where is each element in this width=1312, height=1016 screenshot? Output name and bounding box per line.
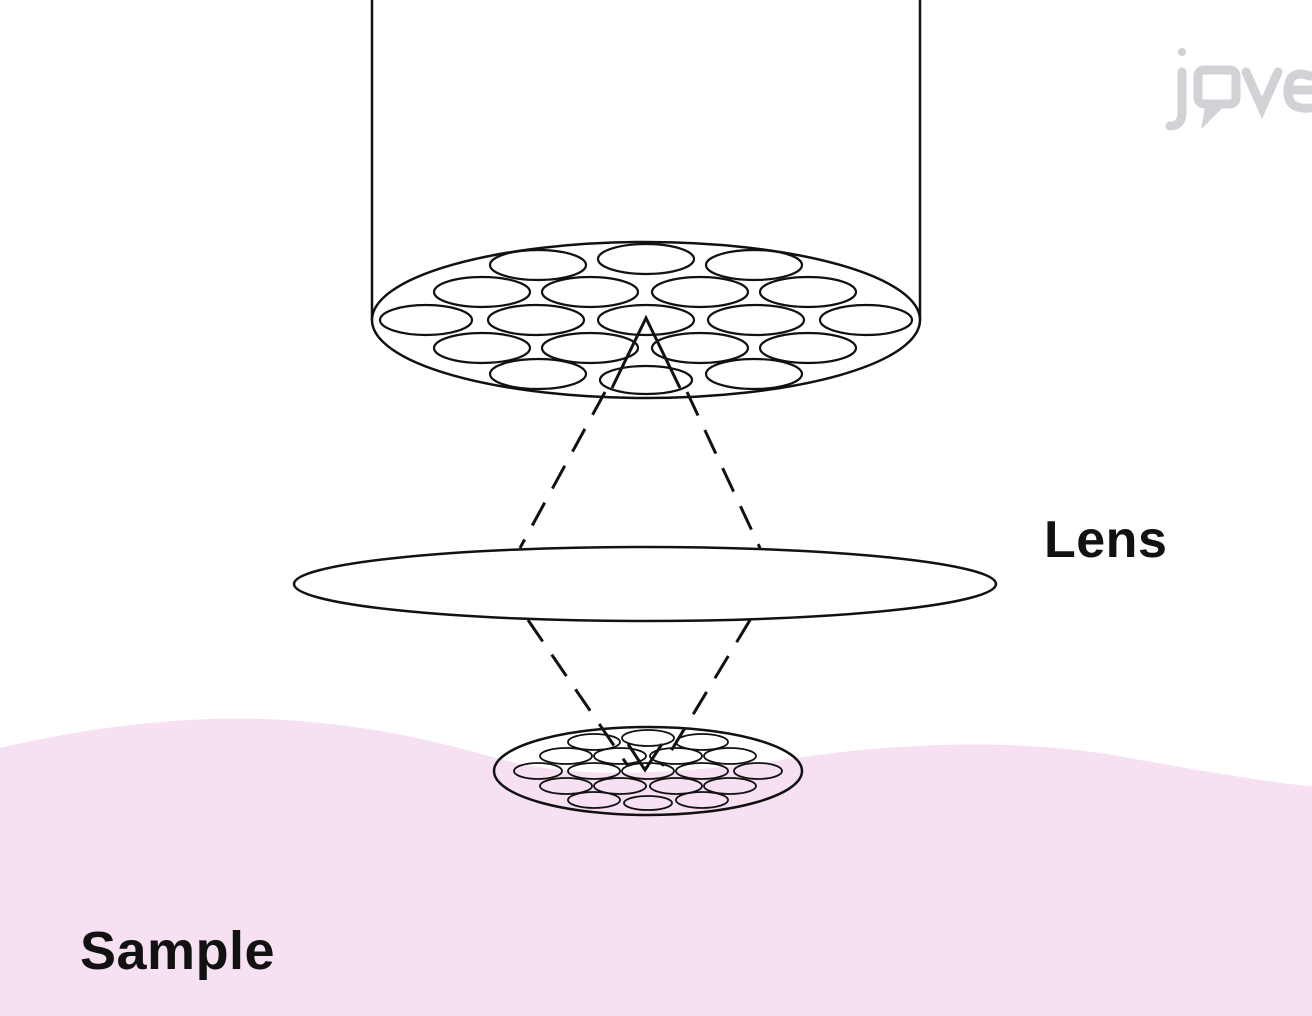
fiber-bundle-icon — [370, 0, 922, 400]
fiber-core — [378, 303, 474, 337]
sample-label: Sample — [80, 921, 276, 981]
fiber-core — [818, 303, 914, 337]
ray-right-upper — [685, 391, 762, 549]
fiber-core — [704, 248, 804, 282]
spot-fiber — [567, 762, 621, 780]
focus-point — [626, 743, 664, 773]
lens-label: Lens — [1044, 511, 1168, 569]
spot-fiber — [593, 777, 647, 795]
spot-fiber — [567, 791, 621, 809]
spot-fiber — [623, 795, 673, 811]
fiber-core — [758, 275, 858, 309]
fiber-core — [540, 275, 640, 309]
spot-fiber — [649, 747, 703, 765]
spot-fiber — [513, 762, 563, 780]
spot-fiber — [567, 733, 621, 751]
jove-watermark — [1165, 48, 1312, 131]
fiber-core — [596, 303, 696, 337]
light-path-upper — [518, 391, 762, 549]
spot-fiber — [675, 733, 729, 751]
ray-left-lower — [526, 619, 630, 767]
light-path-lower — [526, 619, 752, 767]
fiber-core — [650, 331, 750, 365]
fiber-core — [650, 275, 750, 309]
fiber-core — [706, 303, 806, 337]
sample-surface — [0, 718, 1312, 1016]
fiber-core — [432, 331, 532, 365]
spot-fiber — [621, 729, 675, 747]
fiber-core — [486, 303, 586, 337]
fiber-core — [596, 242, 696, 276]
spot-fiber — [703, 777, 757, 795]
focused-spot-icon — [492, 725, 804, 817]
fiber-core — [758, 331, 858, 365]
spot-fiber — [539, 777, 593, 795]
jove-logo-icon — [1160, 30, 1312, 140]
focused-spot-fibers — [513, 729, 783, 811]
fiber-core — [540, 331, 640, 365]
ray-left-upper — [518, 391, 607, 549]
fiber-core — [488, 248, 588, 282]
spot-fiber — [675, 791, 729, 809]
lens-icon — [292, 545, 998, 623]
fiber-core — [598, 364, 694, 396]
spot-fiber — [703, 747, 757, 765]
spot-fiber — [593, 747, 647, 765]
spot-fiber — [733, 762, 783, 780]
focused-spot-outline — [492, 725, 804, 817]
ray-right-lower — [660, 619, 752, 767]
spot-fiber — [539, 747, 593, 765]
fiber-core — [432, 275, 532, 309]
spot-fiber — [649, 777, 703, 795]
bundle-fibers — [378, 242, 914, 396]
fiber-core — [704, 357, 804, 391]
fiber-core — [488, 357, 588, 391]
spot-fiber — [675, 762, 729, 780]
bundle-light-cone — [610, 314, 682, 389]
